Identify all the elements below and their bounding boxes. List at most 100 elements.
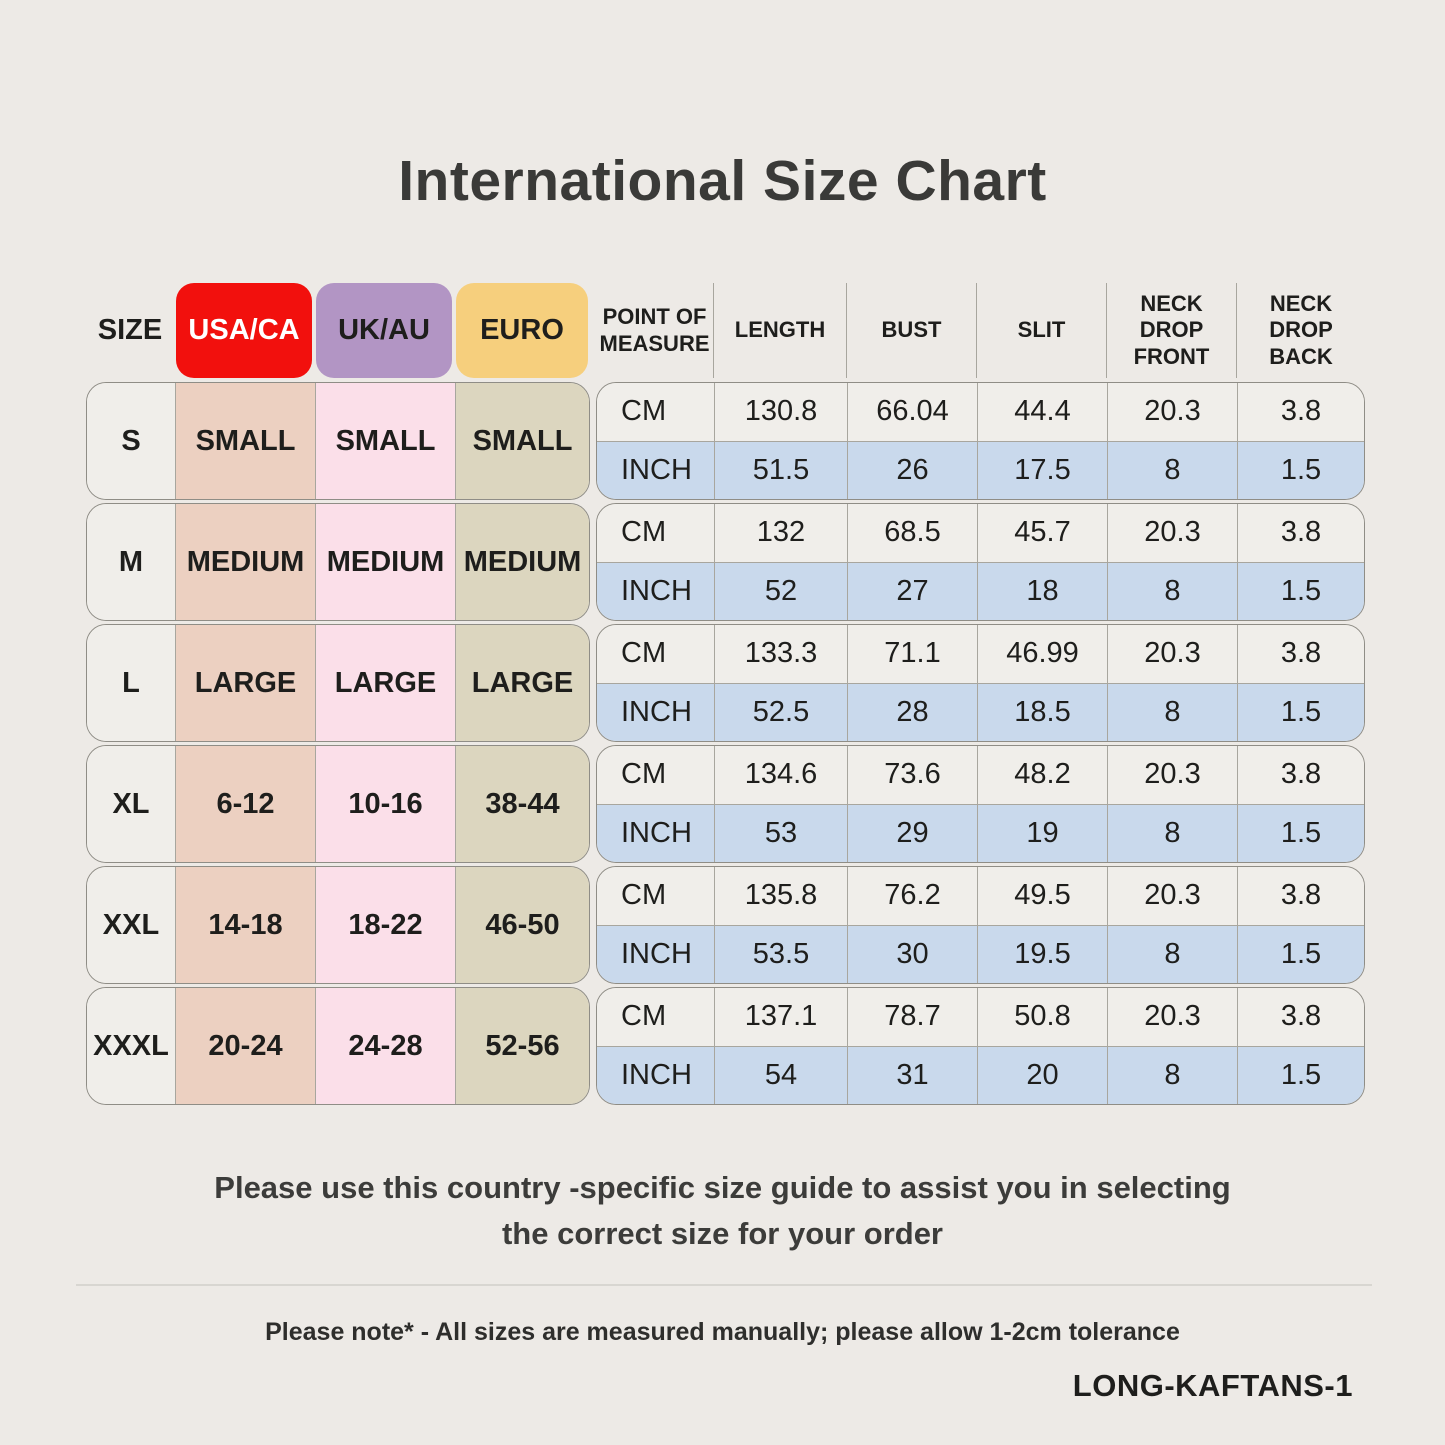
header-length: LENGTH	[713, 283, 846, 378]
measure-value: 3.8	[1237, 988, 1364, 1046]
measure-value: 54	[714, 1046, 847, 1104]
measure-value: 3.8	[1237, 383, 1364, 441]
footer-divider	[76, 1284, 1372, 1286]
unit-label: CM	[621, 395, 667, 428]
unit-label: CM	[621, 1000, 667, 1033]
measure-value: 66.04	[847, 383, 977, 441]
measure-value: 78.7	[847, 988, 977, 1046]
unit-label: CM	[621, 516, 667, 549]
measure-value: 18	[977, 562, 1107, 620]
measure-group: CM 133.3 71.1 46.99 20.3 3.8 INCH 52.5 28 18.5 8 1.…	[596, 624, 1365, 742]
measure-value: 135.8	[714, 867, 847, 925]
size-cell-size: XL	[87, 746, 175, 862]
unit-label: CM	[621, 879, 667, 912]
measure-value: 20.3	[1107, 383, 1237, 441]
measure-value: 8	[1107, 562, 1237, 620]
measure-value: 8	[1107, 1046, 1237, 1104]
measure-value: 49.5	[977, 867, 1107, 925]
cm-row: CM 135.8 76.2 49.5 20.3 3.8	[597, 867, 1364, 926]
unit-label: INCH	[621, 695, 692, 728]
header-slit: SLIT	[976, 283, 1106, 378]
measure-value: 3.8	[1237, 504, 1364, 562]
measure-value: 3.8	[1237, 746, 1364, 804]
cm-row: CM 130.8 66.04 44.4 20.3 3.8	[597, 383, 1364, 442]
size-cell-uk_au: LARGE	[315, 625, 455, 741]
unit-label: INCH	[621, 937, 692, 970]
measure-value: 17.5	[977, 441, 1107, 499]
measure-value: 29	[847, 804, 977, 862]
size-cell-uk_au: 10-16	[315, 746, 455, 862]
size-cell-euro: 52-56	[455, 988, 589, 1104]
size-cell-size: XXL	[87, 867, 175, 983]
size-cell-size: M	[87, 504, 175, 620]
inch-row: INCH 52.5 28 18.5 8 1.5	[597, 683, 1364, 741]
tolerance-note: Please note* - All sizes are measured ma…	[265, 1318, 1180, 1346]
measure-value: 52.5	[714, 683, 847, 741]
measure-value: 53.5	[714, 925, 847, 983]
measure-value: 1.5	[1237, 1046, 1364, 1104]
measure-group: CM 135.8 76.2 49.5 20.3 3.8 INCH 53.5 30 19.5 8 1.5	[596, 866, 1365, 984]
cm-row: CM 134.6 73.6 48.2 20.3 3.8	[597, 746, 1364, 805]
inch-row: INCH 53 29 19 8 1.5	[597, 804, 1364, 862]
header-neck-drop-back: NECK DROP BACK	[1236, 283, 1365, 378]
size-table: SIZE USA/CA UK/AU EURO S SMALL SMALL SMALL M…	[86, 283, 590, 1108]
measure-value: 71.1	[847, 625, 977, 683]
country-guide-note: Please use this country -specific size g…	[0, 1165, 1445, 1257]
measure-value: 1.5	[1237, 441, 1364, 499]
unit-label: INCH	[621, 453, 692, 486]
measure-value: 51.5	[714, 441, 847, 499]
measure-value: 18.5	[977, 683, 1107, 741]
measure-value: 52	[714, 562, 847, 620]
measure-value: 1.5	[1237, 683, 1364, 741]
inch-row: INCH 52 27 18 8 1.5	[597, 562, 1364, 620]
measure-value: 3.8	[1237, 625, 1364, 683]
unit-label: INCH	[621, 574, 692, 607]
size-cell-euro: LARGE	[455, 625, 589, 741]
measure-value: 48.2	[977, 746, 1107, 804]
header-neck-drop-front: NECK DROP FRONT	[1106, 283, 1236, 378]
country-guide-note-line1: Please use this country -specific size g…	[214, 1170, 1231, 1205]
measure-value: 3.8	[1237, 867, 1364, 925]
measure-value: 137.1	[714, 988, 847, 1046]
measure-value: 20.3	[1107, 746, 1237, 804]
size-cell-euro: SMALL	[455, 383, 589, 499]
measure-value: 50.8	[977, 988, 1107, 1046]
size-row: S SMALL SMALL SMALL	[86, 382, 590, 500]
measure-value: 20.3	[1107, 867, 1237, 925]
size-row: L LARGE LARGE LARGE	[86, 624, 590, 742]
size-cell-uk_au: SMALL	[315, 383, 455, 499]
measurement-table-header: POINT OF MEASURE LENGTH BUST SLIT NECK D…	[596, 283, 1365, 378]
size-cell-euro: MEDIUM	[455, 504, 589, 620]
measure-group: CM 130.8 66.04 44.4 20.3 3.8 INCH 51.5 26 17.5 8 1.…	[596, 382, 1365, 500]
measurement-table-body: CM 130.8 66.04 44.4 20.3 3.8 INCH 51.5 26 17.5 8 1.…	[596, 382, 1365, 1105]
usa-ca-header-chip: USA/CA	[176, 283, 312, 378]
cm-row: CM 133.3 71.1 46.99 20.3 3.8	[597, 625, 1364, 684]
size-cell-usa_ca: 6-12	[175, 746, 315, 862]
measure-group: CM 132 68.5 45.7 20.3 3.8 INCH 52 27 18 8 1.5	[596, 503, 1365, 621]
cm-row: CM 132 68.5 45.7 20.3 3.8	[597, 504, 1364, 563]
header-bust: BUST	[846, 283, 976, 378]
size-cell-usa_ca: 20-24	[175, 988, 315, 1104]
size-cell-euro: 38-44	[455, 746, 589, 862]
size-row: M MEDIUM MEDIUM MEDIUM	[86, 503, 590, 621]
measure-value: 20	[977, 1046, 1107, 1104]
size-row: XL 6-12 10-16 38-44	[86, 745, 590, 863]
measure-value: 46.99	[977, 625, 1107, 683]
country-guide-note-line2: the correct size for your order	[501, 1216, 943, 1251]
size-table-header: SIZE USA/CA UK/AU EURO	[86, 283, 590, 378]
measure-value: 27	[847, 562, 977, 620]
measure-value: 8	[1107, 804, 1237, 862]
measure-value: 28	[847, 683, 977, 741]
unit-label: INCH	[621, 1058, 692, 1091]
size-column-header: SIZE	[97, 314, 163, 346]
size-cell-size: S	[87, 383, 175, 499]
measure-value: 45.7	[977, 504, 1107, 562]
measure-value: 30	[847, 925, 977, 983]
unit-label: CM	[621, 758, 667, 791]
size-cell-uk_au: 18-22	[315, 867, 455, 983]
measure-value: 8	[1107, 925, 1237, 983]
size-cell-euro: 46-50	[455, 867, 589, 983]
inch-row: INCH 54 31 20 8 1.5	[597, 1046, 1364, 1104]
measure-value: 19.5	[977, 925, 1107, 983]
measurement-table: POINT OF MEASURE LENGTH BUST SLIT NECK D…	[596, 283, 1365, 1108]
